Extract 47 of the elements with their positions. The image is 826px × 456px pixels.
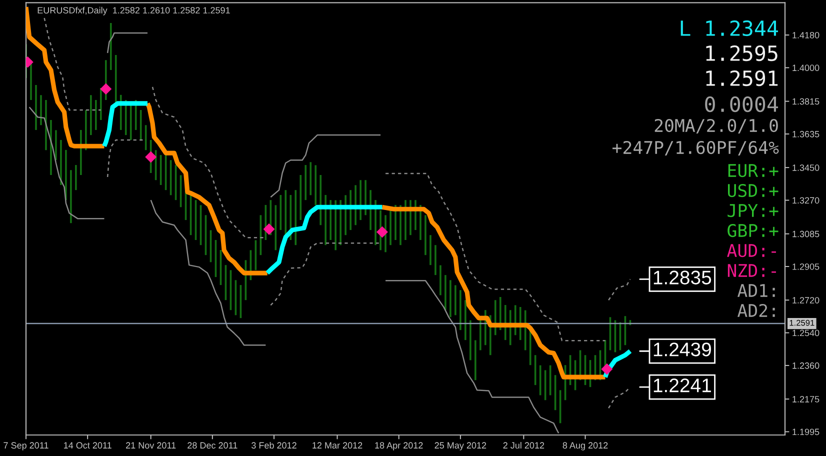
annotation: NZD:- — [728, 264, 776, 277]
x-tick-label: 25 May 2012 — [434, 442, 486, 450]
annotation: 0.0004 — [705, 96, 778, 112]
y-tick-label: 1.2720 — [792, 297, 820, 304]
annotation: EUR:+ — [728, 164, 778, 178]
point — [263, 223, 275, 235]
y-tick-label: 1.3815 — [792, 98, 820, 105]
x-tick-label: 7 Sep 2011 — [4, 442, 48, 450]
x-tick-label: 2 Jul 2012 — [503, 442, 544, 449]
annotation: 1.2595 — [706, 45, 778, 62]
y-tick-label: 1.2905 — [792, 263, 820, 270]
y-tick-label: 1.3450 — [792, 164, 820, 171]
annotation: 1.2241 — [654, 378, 711, 392]
x-tick-label: 3 Feb 2012 — [252, 442, 296, 449]
x-tick-label: 8 Aug 2012 — [562, 442, 608, 450]
x-tick-label: 21 Nov 2011 — [126, 442, 176, 449]
annotation: AD1: — [738, 284, 775, 297]
annotation: 1.2591 — [706, 70, 778, 86]
annotation: 1.2835 — [654, 270, 712, 284]
y-tick-label: 1.3270 — [792, 197, 820, 204]
point — [601, 363, 613, 375]
y-tick-label: 1.3085 — [792, 230, 820, 238]
ref-line-label: 1.2591 — [790, 320, 814, 326]
point — [100, 83, 112, 95]
annotation: 20MA/2.0/1.0 — [654, 118, 778, 134]
chart-title: EURUSDfxf,Daily 1.2582 1.2610 1.2582 1.2591 — [38, 6, 230, 16]
y-tick-label: 1.4000 — [792, 64, 820, 72]
y-tick-label: 1.2360 — [792, 362, 820, 369]
annotation: GBP:+ — [728, 224, 778, 238]
x-tick-label: 12 Mar 2012 — [312, 442, 362, 449]
annotation: AUD:- — [727, 244, 776, 258]
annotation: USD:+ — [728, 184, 778, 198]
y-tick-label: 1.4180 — [792, 32, 820, 38]
point — [145, 151, 157, 163]
point — [376, 226, 388, 238]
annotation: 1.2439 — [654, 342, 711, 356]
annotation: L 1.2344 — [680, 20, 778, 36]
y-tick-label: 1.3635 — [792, 130, 820, 138]
y-tick-label: 1.2175 — [792, 396, 820, 402]
y-tick-label: 1.2540 — [792, 330, 820, 336]
x-tick-label: 14 Oct 2011 — [64, 442, 112, 449]
annotation: AD2: — [738, 304, 775, 317]
x-tick-label: 18 Apr 2012 — [375, 442, 423, 450]
x-tick-label: 28 Dec 2011 — [188, 442, 238, 449]
annotation: JPY:+ — [728, 204, 778, 218]
annotation: +247P/1.60PF/64% — [612, 140, 779, 156]
y-tick-label: 1.1995 — [792, 428, 820, 436]
